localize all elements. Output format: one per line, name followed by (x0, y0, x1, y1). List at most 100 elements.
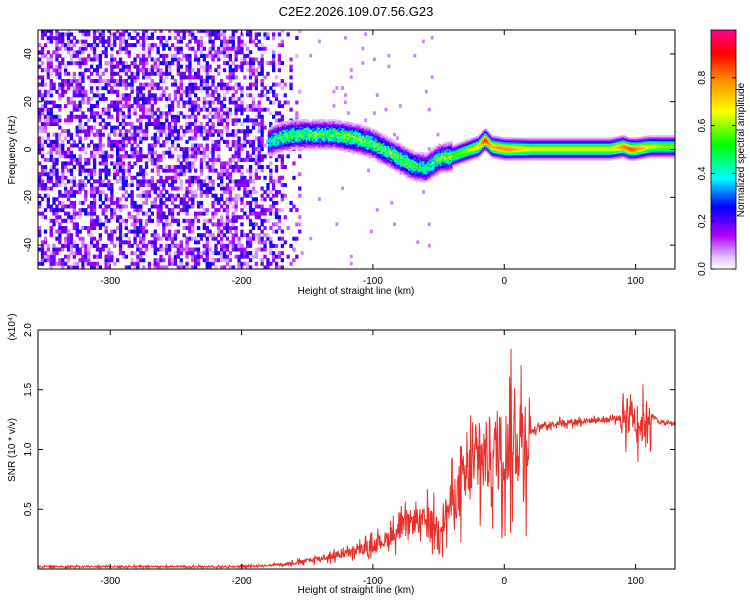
signal-cell (335, 143, 338, 146)
signal-cell (359, 146, 362, 149)
signal-cell (267, 139, 270, 141)
signal-cell (393, 157, 396, 160)
signal-cell (335, 145, 338, 148)
signal-cell (371, 135, 374, 138)
heatmap-cell (84, 122, 88, 126)
heatmap-cell (127, 129, 131, 134)
signal-cell (312, 146, 314, 149)
heatmap-cell (170, 53, 175, 58)
heatmap-cell (274, 215, 279, 220)
heatmap-cell (38, 118, 42, 123)
heatmap-cell (118, 186, 123, 191)
signal-cell (376, 142, 379, 144)
signal-cell (384, 142, 387, 144)
signal-cell (345, 128, 348, 131)
heatmap-cell (225, 247, 230, 252)
signal-cell (313, 127, 316, 130)
signal-cell (334, 122, 336, 124)
heatmap-cell (277, 190, 282, 195)
signal-cell (280, 124, 283, 127)
heatmap-cell (55, 157, 59, 162)
signal-cell (354, 127, 357, 130)
signal-cell (278, 130, 281, 133)
heatmap-cell (84, 175, 88, 180)
signal-cell (271, 132, 273, 135)
heatmap-cell (87, 129, 91, 134)
heatmap-cell (101, 208, 105, 213)
heatmap-cell (220, 111, 224, 116)
signal-cell (346, 130, 349, 132)
heatmap-cell (257, 111, 261, 116)
heatmap-cell (87, 161, 91, 166)
signal-cell (401, 161, 404, 164)
signal-cell (387, 148, 390, 150)
heatmap-cell (133, 43, 137, 48)
heatmap-cell (372, 57, 376, 62)
heatmap-cell (205, 229, 209, 234)
heatmap-cell (344, 36, 347, 40)
heatmap-cell (176, 172, 180, 177)
signal-cell (367, 153, 370, 156)
heatmap-cell (199, 211, 204, 216)
heatmap-cell (156, 222, 160, 227)
signal-cell (359, 142, 362, 145)
heatmap-cell (61, 265, 65, 269)
heatmap-cell (153, 143, 157, 148)
heatmap-cell (173, 93, 178, 98)
heatmap-cell (55, 118, 59, 123)
signal-cell (308, 140, 311, 143)
signal-cell (405, 173, 407, 176)
heatmap-cell (90, 183, 94, 187)
heatmap-cell (116, 132, 120, 137)
heatmap-cell (58, 215, 62, 220)
heatmap-cell (263, 211, 267, 216)
heatmap-cell (427, 243, 431, 248)
heatmap-cell (104, 53, 108, 58)
heatmap-cell (153, 111, 157, 116)
heatmap-cell (173, 57, 178, 62)
signal-cell (267, 153, 270, 156)
heatmap-cell (92, 236, 97, 241)
heatmap-cell (196, 251, 201, 256)
heatmap-cell (98, 93, 102, 98)
signal-cell (282, 150, 284, 152)
heatmap-cell (136, 247, 140, 252)
heatmap-cell (225, 215, 230, 220)
heatmap-cell (75, 229, 79, 234)
heatmap-cell (156, 118, 160, 123)
signal-cell (359, 141, 362, 143)
heatmap-cell (231, 211, 235, 216)
heatmap-cell (182, 247, 186, 252)
heatmap-cell (182, 200, 186, 205)
heatmap-cell (121, 143, 126, 148)
signal-cell (271, 139, 273, 142)
heatmap-cell (170, 215, 175, 220)
heatmap-cell (162, 200, 166, 205)
heatmap-cell (222, 125, 227, 130)
heatmap-cell (87, 243, 91, 248)
signal-cell (356, 123, 359, 126)
signal-cell (357, 147, 360, 150)
heatmap-cell (136, 258, 140, 263)
signal-cell (351, 145, 354, 148)
signal-cell (302, 119, 305, 121)
heatmap-cell (133, 222, 137, 227)
heatmap-cell (78, 136, 82, 141)
signal-cell (397, 153, 400, 156)
heatmap-cell (228, 175, 232, 180)
heatmap-cell (113, 129, 117, 134)
heatmap-cell (139, 183, 143, 187)
heatmap-cell (110, 64, 114, 69)
signal-cell (401, 150, 404, 152)
signal-cell (332, 130, 335, 133)
heatmap-cell (260, 186, 264, 191)
heatmap-cell (107, 89, 111, 94)
heatmap-cell (84, 61, 88, 66)
signal-cell (348, 146, 351, 148)
signal-cell (398, 161, 401, 164)
heatmap-cell (220, 86, 224, 91)
signal-cell (297, 139, 300, 141)
heatmap-cell (263, 36, 267, 40)
heatmap-cell (121, 254, 126, 259)
heatmap-cell (92, 179, 97, 184)
